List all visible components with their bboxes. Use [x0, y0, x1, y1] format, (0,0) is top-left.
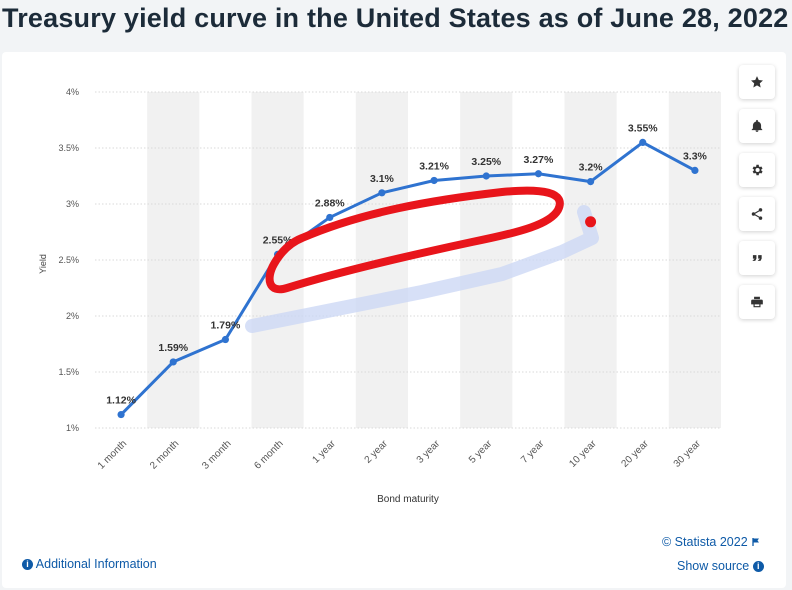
chart-card: 1% 1.5% 2% 2.5% 3% 3.5% 4% 1 month 2 month 3 mon… — [2, 52, 786, 588]
x-tick-label: 30 year — [672, 438, 704, 470]
y-tick-label: 2% — [66, 311, 79, 321]
gear-icon — [752, 164, 763, 176]
info-icon: i — [752, 561, 764, 572]
red-dot-annotation — [585, 216, 597, 228]
annotation-shadow — [245, 205, 599, 333]
x-tick-label: 10 year — [567, 438, 599, 470]
x-tick-label: 1 month — [96, 438, 129, 471]
red-loop-annotation — [265, 186, 564, 294]
data-point — [378, 189, 386, 197]
show-source-label: Show source — [677, 559, 750, 573]
x-tick-label: 2 month — [148, 438, 181, 471]
flag-icon — [752, 538, 760, 546]
data-label: 2.55% — [263, 234, 293, 246]
statista-credit: © Statista 2022 — [662, 535, 761, 549]
series-line-path — [119, 140, 697, 417]
x-axis-label: Bond maturity — [377, 494, 439, 505]
y-axis-ticks: 1% 1.5% 2% 2.5% 3% 3.5% 4% — [58, 87, 79, 433]
data-point — [221, 335, 230, 344]
page-title: Treasury yield curve in the United State… — [2, 3, 789, 33]
data-point — [482, 172, 490, 180]
x-tick-label: 6 month — [252, 438, 285, 471]
info-icon: i — [22, 559, 33, 570]
data-label: 3.3% — [683, 150, 708, 162]
data-point — [326, 213, 334, 222]
x-tick-label: 3 year — [415, 438, 443, 466]
data-point — [586, 178, 595, 186]
y-tick-label: 1% — [66, 423, 79, 433]
y-axis-label: Yield — [38, 254, 48, 274]
annotation-markup — [265, 186, 597, 294]
y-tick-label: 3% — [66, 199, 79, 209]
cite-button[interactable] — [739, 241, 775, 275]
data-point — [169, 358, 177, 366]
data-point — [534, 170, 543, 178]
data-labels: 1.12% 1.59% 1.79% 2.55% 2.88% 3.1% 3.21% 3.25% 3… — [106, 122, 707, 406]
share-icon — [751, 208, 763, 220]
category-band — [460, 92, 513, 428]
data-label: 2.88% — [315, 197, 345, 209]
bell-icon — [751, 119, 763, 132]
favorite-button[interactable] — [739, 65, 775, 99]
additional-information-label: Additional Information — [35, 557, 157, 571]
notify-button[interactable] — [739, 109, 775, 143]
x-tick-label: 3 month — [200, 438, 233, 471]
series-line — [119, 140, 697, 417]
print-button[interactable] — [739, 285, 775, 319]
data-label: 1.12% — [106, 395, 136, 407]
additional-information-link[interactable]: i Additional Information — [22, 557, 157, 571]
y-tick-label: 3.5% — [58, 143, 79, 153]
data-label: 3.21% — [419, 160, 449, 172]
data-label: 3.2% — [579, 162, 604, 174]
y-tick-label: 1.5% — [58, 367, 79, 377]
quote-icon — [752, 255, 762, 261]
star-icon — [751, 76, 763, 88]
x-tick-label: 7 year — [519, 438, 547, 466]
show-source-link[interactable]: Show source i — [677, 559, 764, 573]
data-point — [691, 166, 699, 174]
data-label: 3.55% — [628, 122, 658, 134]
print-icon — [751, 296, 763, 308]
data-point — [117, 410, 125, 419]
credit-label: © Statista 2022 — [662, 535, 748, 549]
data-label: 1.59% — [158, 342, 188, 354]
x-axis-ticks: 1 month 2 month 3 month 6 month 1 year 2 year… — [96, 438, 704, 472]
y-tick-label: 2.5% — [58, 255, 79, 265]
highlighter-stroke — [245, 205, 599, 333]
category-band — [564, 92, 617, 428]
data-label: 1.79% — [211, 320, 241, 332]
data-label: 3.1% — [370, 173, 395, 185]
yield-curve-chart: 1% 1.5% 2% 2.5% 3% 3.5% 4% 1 month 2 month 3 mon… — [38, 87, 721, 505]
x-tick-label: 20 year — [620, 438, 652, 470]
share-button[interactable] — [739, 197, 775, 231]
data-label: 3.27% — [524, 154, 554, 166]
data-point — [430, 176, 438, 185]
x-tick-label: 5 year — [467, 438, 495, 466]
settings-button[interactable] — [739, 153, 775, 187]
data-label: 3.25% — [471, 156, 501, 168]
x-tick-label: 2 year — [363, 438, 391, 466]
y-tick-label: 4% — [66, 87, 79, 97]
data-point — [639, 138, 647, 146]
x-tick-label: 1 year — [310, 438, 338, 466]
